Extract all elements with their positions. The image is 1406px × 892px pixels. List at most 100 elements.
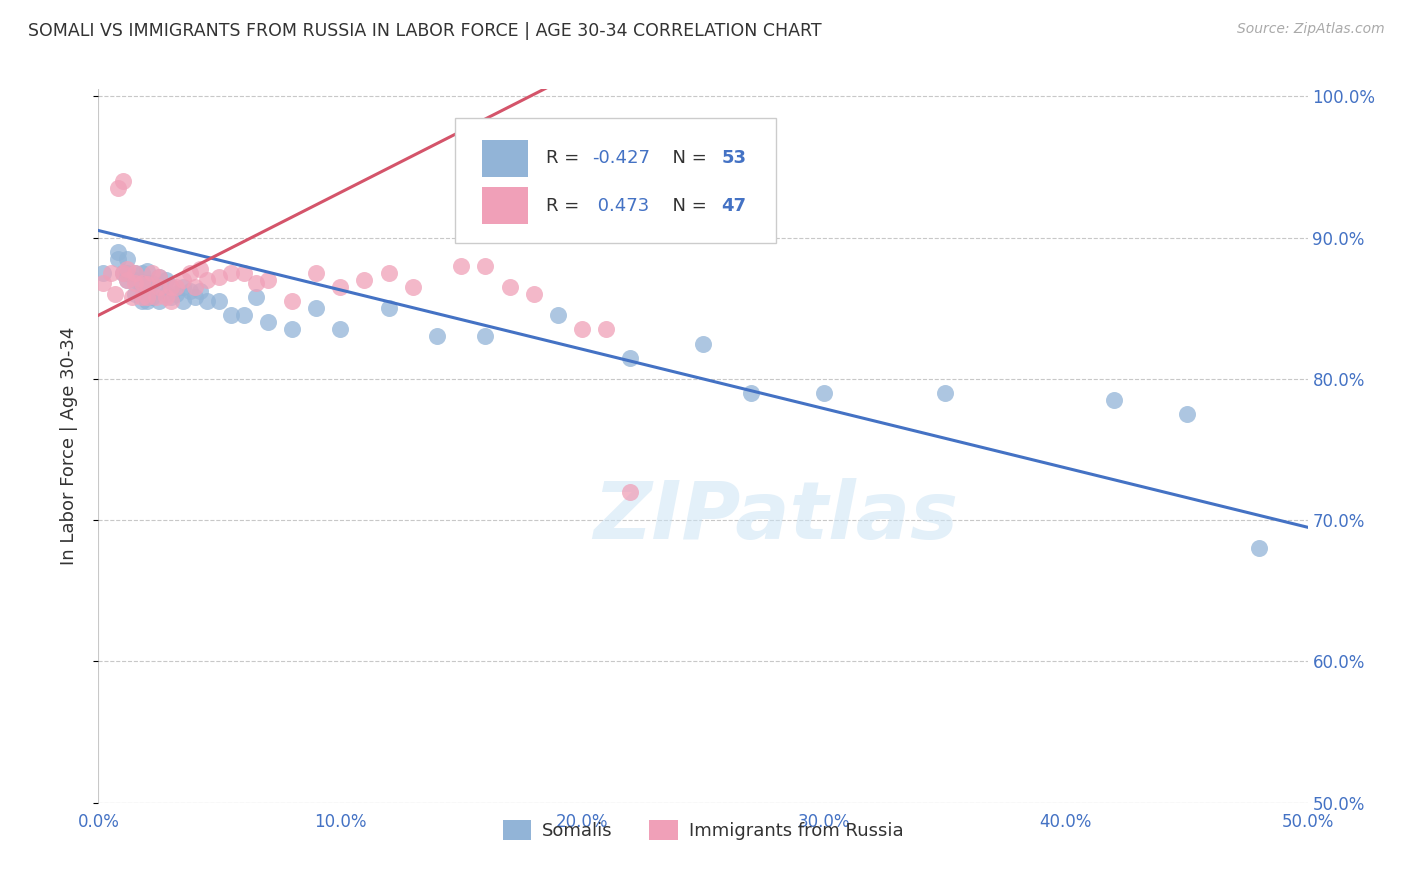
Point	[179, 266, 201, 280]
Point	[184, 280, 207, 294]
Point	[117, 252, 139, 266]
Point	[107, 181, 129, 195]
Point	[281, 322, 304, 336]
Point	[160, 280, 183, 294]
Point	[188, 261, 211, 276]
Point	[474, 329, 496, 343]
Point	[813, 386, 835, 401]
Point	[117, 273, 139, 287]
Point	[619, 484, 641, 499]
Point	[165, 287, 187, 301]
Point	[91, 276, 114, 290]
Point	[117, 273, 139, 287]
FancyBboxPatch shape	[456, 118, 776, 243]
Point	[426, 329, 449, 343]
Point	[172, 273, 194, 287]
Point	[179, 285, 201, 299]
Point	[1249, 541, 1271, 556]
Point	[155, 290, 177, 304]
Text: R =: R =	[546, 150, 585, 168]
Point	[329, 322, 352, 336]
Point	[131, 266, 153, 280]
Legend: Somalis, Immigrants from Russia: Somalis, Immigrants from Russia	[495, 813, 911, 847]
Point	[221, 308, 243, 322]
Point	[245, 276, 267, 290]
Text: 47: 47	[721, 196, 747, 214]
Point	[934, 386, 956, 401]
Point	[155, 287, 177, 301]
Point	[135, 285, 157, 299]
Point	[498, 280, 520, 294]
Point	[450, 259, 472, 273]
Text: ZIPatlas: ZIPatlas	[593, 478, 957, 557]
Text: Source: ZipAtlas.com: Source: ZipAtlas.com	[1237, 22, 1385, 37]
Point	[107, 252, 129, 266]
Point	[135, 294, 157, 309]
Point	[377, 301, 399, 316]
Point	[131, 280, 153, 294]
Point	[208, 270, 231, 285]
Point	[353, 273, 375, 287]
Point	[740, 386, 762, 401]
Text: N =: N =	[661, 196, 713, 214]
Point	[148, 294, 170, 309]
Point	[474, 259, 496, 273]
Point	[377, 266, 399, 280]
Point	[160, 290, 183, 304]
Point	[124, 273, 146, 287]
Point	[547, 202, 569, 217]
Point	[148, 280, 170, 294]
Point	[148, 285, 170, 299]
Point	[104, 287, 127, 301]
Point	[172, 280, 194, 294]
Point	[245, 290, 267, 304]
Point	[195, 294, 218, 309]
Point	[1175, 407, 1198, 421]
Point	[1102, 393, 1125, 408]
Point	[131, 276, 153, 290]
Text: 0.473: 0.473	[592, 196, 650, 214]
Point	[692, 336, 714, 351]
FancyBboxPatch shape	[482, 140, 527, 177]
Y-axis label: In Labor Force | Age 30-34: In Labor Force | Age 30-34	[59, 326, 77, 566]
Point	[100, 266, 122, 280]
Point	[145, 290, 167, 304]
Point	[124, 266, 146, 280]
Text: N =: N =	[661, 150, 713, 168]
Point	[107, 244, 129, 259]
Point	[305, 266, 328, 280]
Point	[135, 276, 157, 290]
Point	[117, 261, 139, 276]
Point	[148, 270, 170, 285]
Point	[141, 290, 163, 304]
Point	[121, 290, 143, 304]
Point	[256, 315, 278, 329]
Point	[571, 322, 593, 336]
Point	[155, 273, 177, 287]
Text: R =: R =	[546, 196, 591, 214]
Point	[188, 285, 211, 299]
Point	[305, 301, 328, 316]
Point	[124, 287, 146, 301]
Point	[131, 294, 153, 309]
Point	[184, 290, 207, 304]
Point	[135, 264, 157, 278]
Point	[329, 280, 352, 294]
Point	[124, 276, 146, 290]
Point	[232, 308, 254, 322]
Text: 53: 53	[721, 150, 747, 168]
Point	[619, 351, 641, 365]
Text: -0.427: -0.427	[592, 150, 650, 168]
Point	[523, 287, 546, 301]
Point	[124, 266, 146, 280]
Point	[547, 308, 569, 322]
Point	[281, 294, 304, 309]
Point	[402, 280, 425, 294]
Point	[141, 276, 163, 290]
Point	[195, 273, 218, 287]
Point	[595, 322, 617, 336]
Point	[232, 266, 254, 280]
Point	[221, 266, 243, 280]
Text: SOMALI VS IMMIGRANTS FROM RUSSIA IN LABOR FORCE | AGE 30-34 CORRELATION CHART: SOMALI VS IMMIGRANTS FROM RUSSIA IN LABO…	[28, 22, 821, 40]
Point	[135, 290, 157, 304]
